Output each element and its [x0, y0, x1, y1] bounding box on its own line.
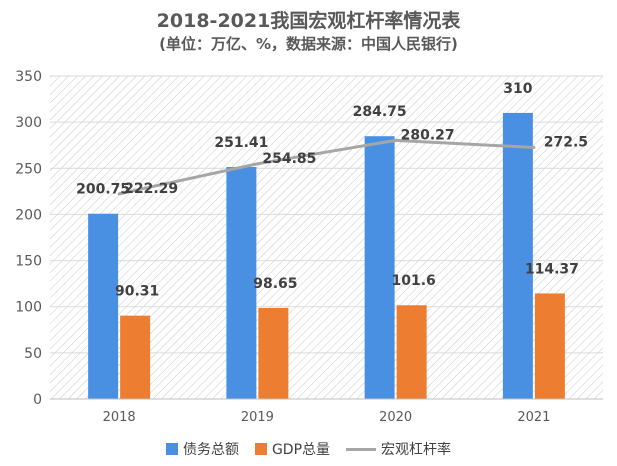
- y-tick-label: 0: [33, 392, 42, 408]
- y-tick-label: 350: [15, 69, 42, 85]
- legend-swatch-leverage: [346, 447, 377, 451]
- y-tick-label: 250: [15, 161, 42, 177]
- data-label-leverage: 272.5: [544, 135, 588, 151]
- y-tick-label: 300: [15, 115, 42, 131]
- point-leverage: [255, 162, 259, 166]
- bar-gdp: [258, 307, 289, 399]
- data-label-debt: 200.75: [76, 182, 130, 198]
- bar-debt: [364, 136, 395, 399]
- y-tick-label: 100: [15, 300, 42, 316]
- point-leverage: [532, 146, 536, 150]
- data-label-gdp: 90.31: [115, 284, 159, 300]
- x-tick-label: 2020: [379, 410, 412, 425]
- bar-debt: [502, 112, 533, 400]
- chart-subtitle: (单位：万亿、%，数据来源：中国人民银行): [159, 35, 458, 53]
- bar-gdp: [120, 315, 151, 399]
- y-tick-label: 150: [15, 254, 42, 270]
- bar-gdp: [396, 305, 427, 399]
- legend-swatch-gdp: [254, 443, 267, 455]
- bar-gdp: [534, 293, 565, 399]
- data-label-gdp: 98.65: [253, 276, 297, 292]
- data-label-leverage: 254.85: [262, 151, 316, 167]
- y-tick-label: 200: [15, 207, 42, 223]
- data-label-debt: 310: [503, 81, 532, 97]
- y-tick-label: 50: [24, 346, 42, 362]
- legend-swatch-debt: [165, 443, 178, 455]
- legend-label-leverage: 宏观杠杆率: [381, 442, 452, 458]
- bar-debt: [226, 166, 257, 399]
- x-tick-label: 2018: [103, 410, 136, 425]
- data-label-gdp: 101.6: [391, 273, 435, 289]
- x-tick-label: 2019: [241, 410, 274, 425]
- legend-label-debt: 债务总额: [182, 442, 239, 458]
- data-label-leverage: 222.29: [124, 181, 178, 197]
- line-leverage: [118, 138, 534, 196]
- legend-item-debt: 债务总额: [165, 439, 239, 459]
- chart-title: 2018-2021我国宏观杠杆率情况表: [156, 10, 461, 32]
- data-label-debt: 251.41: [214, 135, 268, 151]
- point-leverage: [394, 138, 398, 142]
- chart-legend: 债务总额 GDP总量 宏观杠杆率: [0, 439, 617, 459]
- legend-item-gdp: GDP总量: [254, 439, 331, 459]
- legend-item-leverage: 宏观杠杆率: [346, 439, 451, 459]
- data-label-debt: 284.75: [353, 104, 407, 120]
- bar-debt: [88, 213, 119, 399]
- data-label-gdp: 114.37: [525, 261, 579, 277]
- x-tick-label: 2021: [517, 410, 550, 425]
- legend-label-gdp: GDP总量: [271, 442, 331, 458]
- point-leverage: [117, 192, 121, 196]
- data-label-leverage: 280.27: [401, 127, 455, 143]
